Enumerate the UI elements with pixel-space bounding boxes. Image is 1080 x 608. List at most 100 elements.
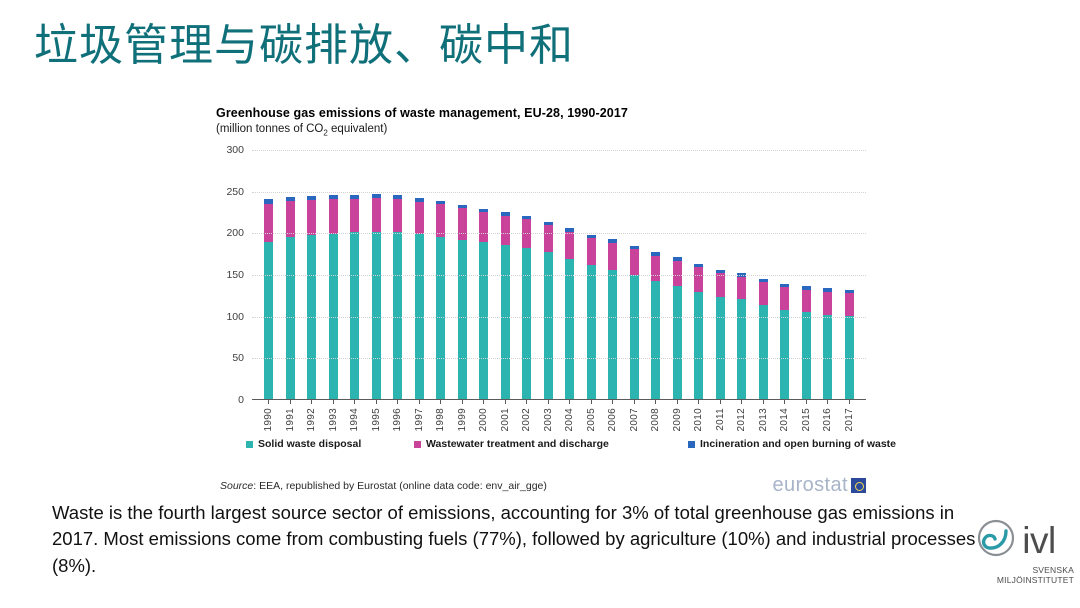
x-axis-label: 2006 (607, 408, 619, 432)
x-axis-tick (526, 400, 528, 404)
bar-column (667, 150, 689, 399)
x-axis-tick-group: 1995 (366, 400, 388, 460)
x-axis-label: 1996 (392, 408, 404, 432)
y-axis-tick: 300 (226, 144, 244, 156)
bar-column (366, 150, 388, 399)
legend-item[interactable]: Wastewater treatment and discharge (414, 438, 609, 450)
y-axis-tick: 50 (232, 352, 244, 365)
bar-segment (672, 260, 682, 286)
legend-item[interactable]: Solid waste disposal (246, 438, 361, 450)
x-axis-tick (332, 400, 334, 404)
x-axis-label: 1997 (413, 408, 425, 432)
bar-column (710, 150, 732, 399)
stacked-bar (608, 239, 618, 399)
eurostat-wordmark: eurostat (772, 474, 848, 496)
bar-segment (758, 282, 768, 305)
bar-segment (780, 284, 790, 288)
y-axis-tick: 200 (226, 227, 244, 240)
x-axis-label: 2016 (822, 408, 834, 432)
x-axis-tick-group: 1991 (280, 400, 302, 460)
x-axis-label: 2002 (521, 408, 533, 432)
chart-figure: Greenhouse gas emissions of waste manage… (216, 106, 896, 498)
bar-segment (608, 239, 618, 244)
x-axis-tick-group: 2015 (796, 400, 818, 460)
bar-column (409, 150, 431, 399)
bar-segment (844, 289, 854, 294)
bar-segment (328, 194, 338, 199)
bar-column (538, 150, 560, 399)
x-axis-tick (440, 400, 442, 404)
chart-subtitle-pre: (million tonnes of CO (216, 123, 324, 135)
bar-segment (328, 234, 338, 399)
bar-segment (414, 202, 424, 234)
x-axis-tick-group: 1993 (323, 400, 345, 460)
bar-column (430, 150, 452, 399)
x-axis-label: 2010 (693, 408, 705, 432)
x-axis-label: 1993 (327, 408, 339, 432)
bar-segment (758, 279, 768, 283)
bar-segment (285, 200, 295, 238)
bar-segment (500, 244, 510, 399)
x-axis-tick-group: 2002 (516, 400, 538, 460)
bar-segment (715, 273, 725, 297)
bar-segment (500, 212, 510, 216)
bar-group (252, 150, 866, 399)
stacked-bar (328, 194, 338, 399)
legend-swatch (688, 440, 695, 448)
bar-segment (629, 274, 639, 399)
gridline (252, 358, 866, 360)
bar-segment (307, 199, 317, 235)
x-axis-tick (461, 400, 463, 404)
stacked-bar (436, 200, 446, 399)
bar-segment (694, 291, 704, 399)
bar-column (344, 150, 366, 399)
stacked-bar (543, 221, 553, 399)
gridline (252, 316, 866, 318)
x-axis-tick (805, 400, 807, 404)
stacked-bar (264, 199, 274, 399)
eu-flag-icon (851, 478, 866, 493)
bar-segment (436, 236, 446, 399)
bar-segment (350, 199, 360, 233)
x-axis-tick (633, 400, 635, 404)
x-axis-tick (848, 400, 850, 404)
chart-subtitle: (million tonnes of CO2 equivalent) (216, 123, 866, 137)
x-axis-tick-group: 2005 (581, 400, 603, 460)
bar-segment (393, 199, 403, 233)
y-axis-tick: 100 (226, 310, 244, 323)
x-axis-tick-group: 2010 (688, 400, 710, 460)
x-axis-tick (655, 400, 657, 404)
bar-column (495, 150, 517, 399)
x-axis-tick (397, 400, 399, 404)
bar-column (602, 150, 624, 399)
legend-item[interactable]: Incineration and open burning of waste (688, 438, 896, 450)
bar-segment (371, 194, 381, 199)
bar-column (688, 150, 710, 399)
bar-segment (823, 292, 833, 315)
bar-column (323, 150, 345, 399)
stacked-bar (651, 252, 661, 399)
body-paragraph: Waste is the fourth largest source secto… (52, 502, 976, 576)
legend-label: Incineration and open burning of waste (700, 438, 897, 450)
bar-segment (264, 204, 274, 243)
bar-segment (780, 287, 790, 310)
stacked-bar (801, 285, 811, 399)
x-axis-tick-group: 2000 (473, 400, 495, 460)
source-row: Source: EEA, republished by Eurostat (on… (220, 474, 866, 497)
bar-segment (500, 215, 510, 245)
bar-segment (629, 245, 639, 250)
x-axis-tick (741, 400, 743, 404)
x-axis-tick (676, 400, 678, 404)
stacked-bar (393, 194, 403, 399)
legend-swatch (414, 440, 421, 448)
legend-swatch (246, 440, 253, 448)
x-axis-tick (698, 400, 700, 404)
x-axis-tick (784, 400, 786, 404)
bar-column (559, 150, 581, 399)
x-axis-tick (719, 400, 721, 404)
chart-subtitle-post: equivalent) (327, 123, 388, 135)
chart-title: Greenhouse gas emissions of waste manage… (216, 106, 628, 120)
bar-segment (586, 238, 596, 265)
stacked-bar (414, 198, 424, 399)
stacked-bar (307, 195, 317, 399)
